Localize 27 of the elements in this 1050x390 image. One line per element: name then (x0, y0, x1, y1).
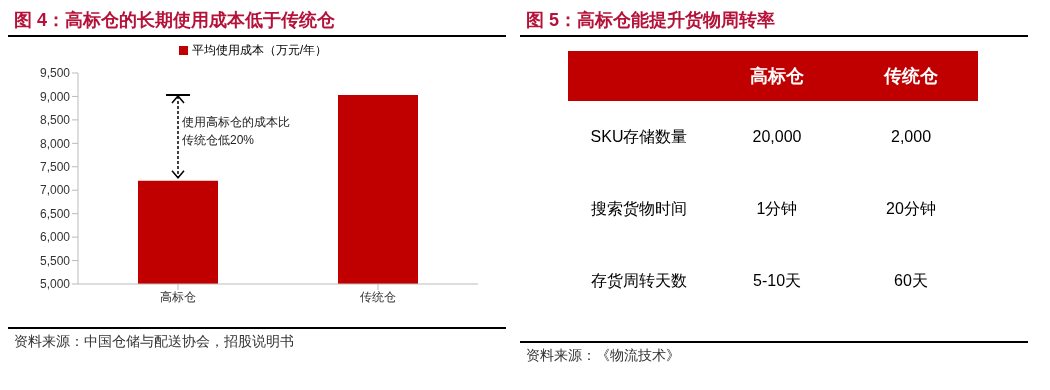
y-tick-label: 9,500 (39, 66, 71, 81)
text: 2,000 (890, 128, 932, 145)
y-tick-label: 6,000 (39, 230, 71, 245)
category-label: SKU存储数量 (590, 127, 688, 145)
category-label: 传统仓 (882, 65, 939, 88)
y-tick-label: 6,500 (39, 206, 71, 221)
text: 图 5：高标仓能提升货物周转率 (520, 8, 1028, 37)
y-tick-label: 9,000 (39, 89, 71, 104)
y-tick-label: 8,500 (39, 113, 71, 128)
text: 1分钟 (756, 199, 798, 217)
y-tick-label: 8,000 (39, 136, 71, 151)
category-label: 存货周转天数 (591, 271, 688, 289)
text: 5-10天 (753, 271, 802, 289)
legend-label: 平均使用成本（万元/年） (190, 41, 328, 59)
text: 20分钟 (886, 199, 936, 217)
y-tick-label: 7,500 (39, 160, 71, 175)
y-tick-label: 5,000 (39, 277, 71, 292)
text: 60天 (894, 271, 928, 289)
y-tick-label: 5,500 (39, 253, 71, 268)
category-label: 高标仓 (749, 65, 805, 88)
category-label: 搜索货物时间 (591, 199, 688, 217)
text: 资料来源：《物流技术》 (520, 341, 1028, 365)
text: 20,000 (752, 128, 802, 145)
annotation: 使用高标仓的成本比传统仓低20% (182, 114, 291, 150)
chart-title: 图 4：高标仓的长期使用成本低于传统仓 (8, 8, 507, 37)
text: 资料来源：中国仓储与配送协会，招股说明书 (8, 327, 507, 351)
y-tick-label: 7,000 (39, 183, 71, 198)
